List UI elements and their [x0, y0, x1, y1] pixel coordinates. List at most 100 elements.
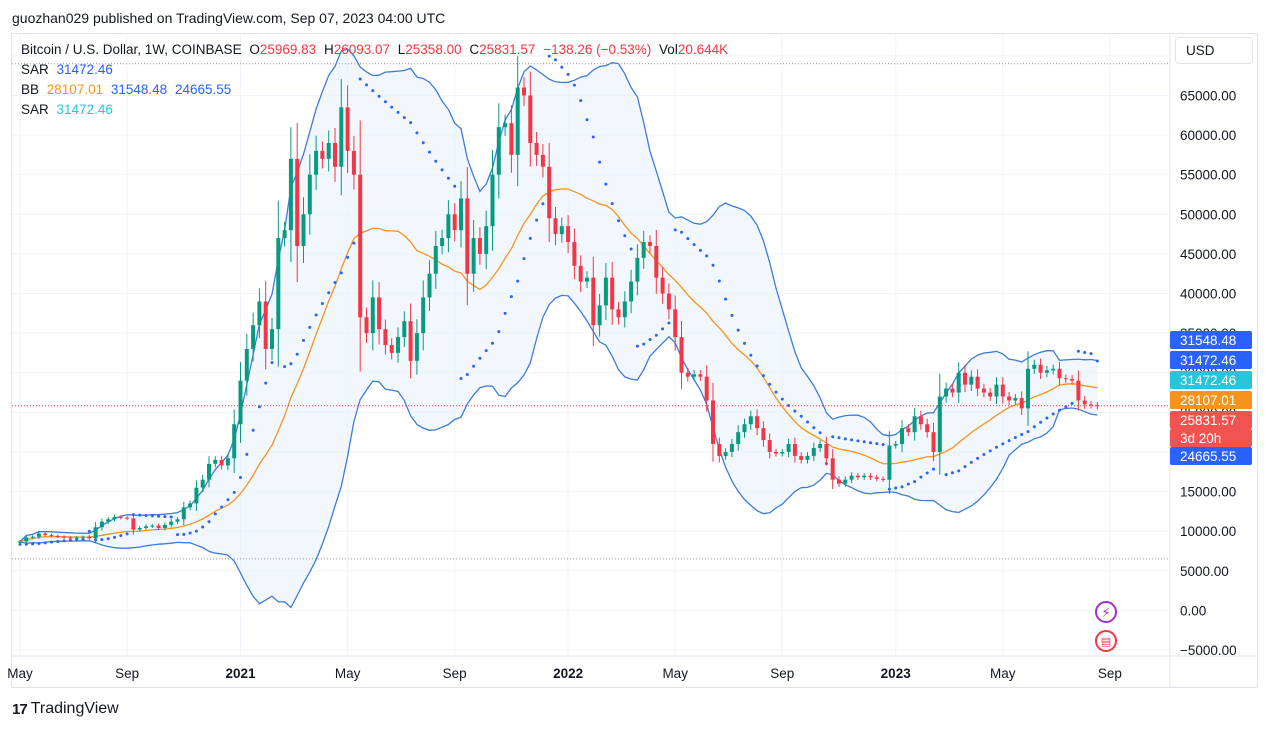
candle-body[interactable]: [704, 376, 709, 401]
candle-body[interactable]: [736, 432, 741, 445]
candle-body[interactable]: [761, 428, 766, 441]
candle-body[interactable]: [326, 142, 331, 159]
candle-body[interactable]: [1013, 398, 1018, 401]
candle-body[interactable]: [622, 301, 627, 318]
candle-body[interactable]: [1032, 364, 1037, 369]
candle-body[interactable]: [333, 142, 337, 167]
candle-body[interactable]: [534, 142, 539, 155]
candle-body[interactable]: [956, 372, 961, 393]
candle-body[interactable]: [944, 388, 949, 397]
candle-body[interactable]: [648, 242, 652, 246]
candle-body[interactable]: [112, 516, 117, 520]
candle-body[interactable]: [685, 372, 690, 377]
candle-body[interactable]: [320, 150, 325, 159]
candle-body[interactable]: [774, 451, 778, 454]
candle-body[interactable]: [118, 516, 123, 518]
candle-body[interactable]: [24, 537, 29, 542]
candle-body[interactable]: [698, 374, 703, 377]
candle-body[interactable]: [169, 521, 174, 525]
candle-body[interactable]: [251, 325, 256, 349]
candle-body[interactable]: [610, 277, 615, 310]
candle-body[interactable]: [906, 428, 911, 433]
candle-body[interactable]: [1063, 378, 1068, 380]
candle-body[interactable]: [358, 174, 363, 318]
candle-body[interactable]: [937, 396, 942, 452]
bb-lower-line[interactable]: [19, 294, 1098, 609]
candle-body[interactable]: [43, 533, 48, 536]
candle-body[interactable]: [912, 416, 917, 433]
candle-body[interactable]: [345, 107, 350, 151]
candle-body[interactable]: [181, 507, 186, 520]
candle-body[interactable]: [244, 348, 249, 381]
candle-body[interactable]: [62, 536, 67, 538]
symbol-name[interactable]: Bitcoin / U.S. Dollar, 1W, COINBASE: [21, 42, 242, 57]
sar-legend-2[interactable]: SAR 31472.46: [21, 102, 117, 117]
candle-body[interactable]: [301, 214, 306, 246]
candle-body[interactable]: [1095, 405, 1100, 407]
candle-body[interactable]: [931, 432, 936, 452]
bb-basis-line[interactable]: [19, 188, 1098, 543]
candle-body[interactable]: [1082, 400, 1087, 405]
candle-body[interactable]: [862, 475, 867, 478]
candle-body[interactable]: [484, 226, 489, 254]
candle-body[interactable]: [490, 174, 495, 227]
candle-body[interactable]: [837, 479, 841, 484]
candle-body[interactable]: [477, 238, 482, 254]
candle-body[interactable]: [414, 333, 419, 361]
candle-body[interactable]: [981, 388, 986, 393]
candle-body[interactable]: [994, 384, 999, 397]
candle-body[interactable]: [74, 537, 79, 539]
candle-body[interactable]: [881, 478, 886, 480]
candle-body[interactable]: [446, 214, 451, 239]
candle-body[interactable]: [30, 536, 35, 538]
candle-body[interactable]: [748, 416, 753, 425]
candle-body[interactable]: [377, 297, 382, 330]
candle-body[interactable]: [572, 242, 577, 266]
candle-body[interactable]: [232, 424, 237, 459]
candle-body[interactable]: [742, 424, 747, 433]
candle-body[interactable]: [81, 536, 85, 538]
candle-body[interactable]: [408, 321, 413, 361]
candle-body[interactable]: [207, 463, 211, 480]
candle-body[interactable]: [137, 528, 142, 530]
candle-body[interactable]: [528, 95, 533, 143]
candle-body[interactable]: [270, 329, 274, 349]
bb-legend[interactable]: BB 28107.01 31548.48 24665.55: [21, 82, 235, 97]
candle-body[interactable]: [679, 337, 684, 373]
candle-body[interactable]: [975, 376, 980, 389]
candle-body[interactable]: [811, 447, 816, 456]
candle-body[interactable]: [925, 424, 930, 433]
candle-body[interactable]: [585, 277, 589, 282]
candle-body[interactable]: [566, 226, 571, 243]
candle-body[interactable]: [660, 277, 665, 294]
candle-body[interactable]: [893, 444, 898, 446]
candle-body[interactable]: [427, 273, 432, 298]
candle-body[interactable]: [459, 198, 463, 231]
candle-body[interactable]: [1000, 384, 1005, 397]
candle-body[interactable]: [786, 444, 791, 452]
tradingview-logo[interactable]: 17 TradingView: [12, 700, 119, 718]
candle-body[interactable]: [818, 444, 823, 448]
candle-body[interactable]: [641, 242, 646, 258]
candle-body[interactable]: [156, 525, 161, 528]
candle-body[interactable]: [225, 458, 230, 466]
candle-body[interactable]: [307, 174, 312, 215]
candle-body[interactable]: [578, 265, 583, 282]
candle-body[interactable]: [635, 257, 640, 282]
candle-body[interactable]: [717, 444, 722, 456]
candle-body[interactable]: [36, 533, 41, 537]
candle-body[interactable]: [522, 87, 526, 96]
candle-body[interactable]: [402, 321, 407, 338]
candle-body[interactable]: [465, 198, 470, 274]
candle-body[interactable]: [603, 277, 608, 306]
currency-button[interactable]: USD: [1175, 37, 1253, 64]
candle-body[interactable]: [692, 374, 697, 377]
candle-body[interactable]: [87, 536, 92, 539]
candle-body[interactable]: [295, 158, 300, 246]
chart-frame[interactable]: [11, 33, 1258, 688]
candle-body[interactable]: [200, 479, 205, 488]
candle-body[interactable]: [900, 428, 904, 445]
bb-upper-line[interactable]: [19, 48, 1098, 542]
candle-body[interactable]: [131, 518, 136, 530]
candle-body[interactable]: [553, 218, 558, 235]
